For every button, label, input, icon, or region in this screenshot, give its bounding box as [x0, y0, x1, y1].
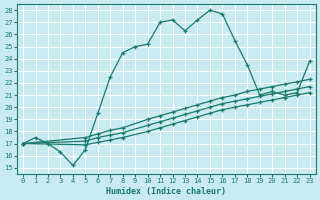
- X-axis label: Humidex (Indice chaleur): Humidex (Indice chaleur): [106, 187, 226, 196]
